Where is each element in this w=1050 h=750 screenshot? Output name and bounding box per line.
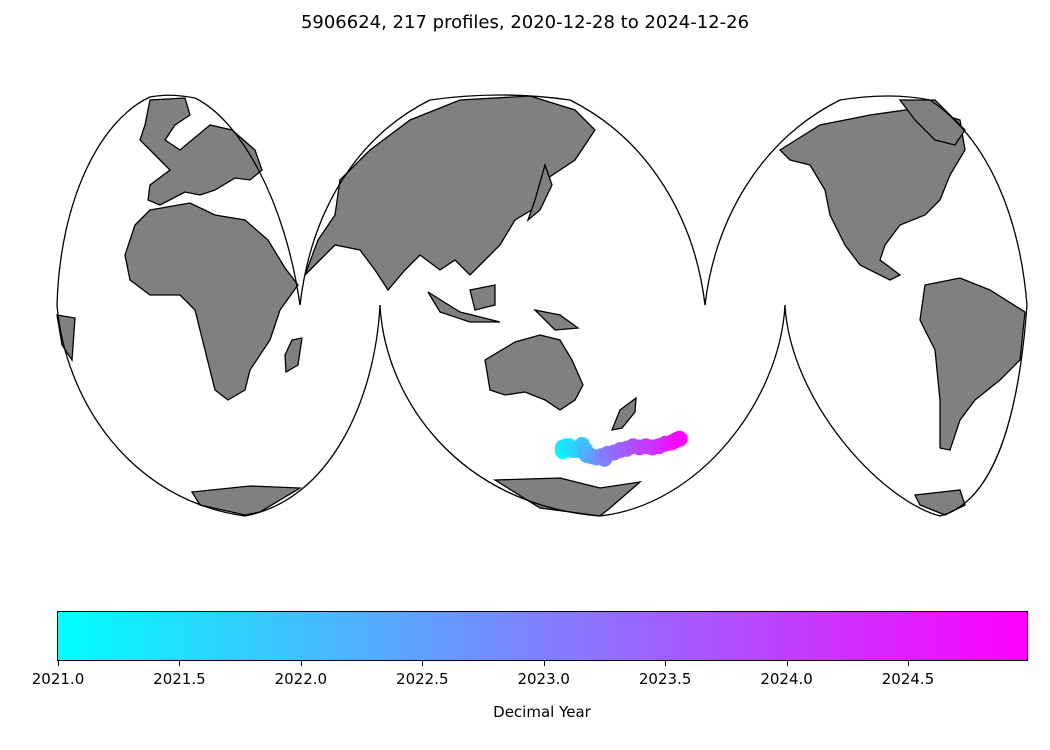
alaska-west xyxy=(56,314,76,362)
north-lobe-2 xyxy=(299,94,706,306)
antarctica-1 xyxy=(190,485,303,516)
colorbar-tick xyxy=(58,661,59,666)
colorbar-tick-label: 2023.0 xyxy=(517,670,570,688)
colorbar-tick-label: 2021.0 xyxy=(31,670,85,688)
indonesia xyxy=(427,291,501,323)
colorbar xyxy=(57,611,1028,661)
antarctica-3 xyxy=(914,489,966,516)
africa xyxy=(124,202,299,401)
borneo xyxy=(469,284,496,311)
colorbar-tick-label: 2022.0 xyxy=(274,670,328,688)
north-lobe-1 xyxy=(56,94,301,306)
colorbar-tick xyxy=(179,661,181,666)
south-america xyxy=(919,277,1026,451)
north-lobe-3 xyxy=(704,95,1028,306)
antarctica-2 xyxy=(492,477,643,517)
colorbar-tick xyxy=(422,661,424,666)
profile-point xyxy=(671,430,688,447)
south-lobe-2 xyxy=(379,304,786,517)
colorbar-tick xyxy=(665,661,667,666)
colorbar-tick-label: 2023.5 xyxy=(638,670,692,688)
asia xyxy=(304,95,596,292)
profile-points xyxy=(554,430,688,467)
new-zealand xyxy=(610,396,637,431)
south-lobe-1 xyxy=(56,304,381,517)
land xyxy=(56,95,1026,517)
colorbar-tick xyxy=(908,661,909,666)
europe xyxy=(139,97,263,206)
colorbar-tick-label: 2022.5 xyxy=(396,670,449,688)
projection-outline xyxy=(56,94,1028,517)
colorbar-tick xyxy=(786,661,788,666)
greenland xyxy=(898,99,966,146)
colorbar-label: Decimal Year xyxy=(493,703,591,721)
map-title: 5906624, 217 profiles, 2020-12-28 to 202… xyxy=(300,12,750,33)
colorbar-tick xyxy=(300,661,302,666)
japan xyxy=(526,162,553,223)
colorbar-tick-label: 2024.0 xyxy=(760,670,813,688)
colorbar-tick-label: 2021.5 xyxy=(153,670,206,688)
south-lobe-3 xyxy=(784,304,1028,517)
colorbar-tick-label: 2024.5 xyxy=(881,670,935,688)
madagascar xyxy=(284,337,303,374)
australia xyxy=(484,334,584,411)
new-guinea xyxy=(533,308,580,331)
colorbar-tick xyxy=(543,661,545,666)
world-map xyxy=(56,94,1028,517)
